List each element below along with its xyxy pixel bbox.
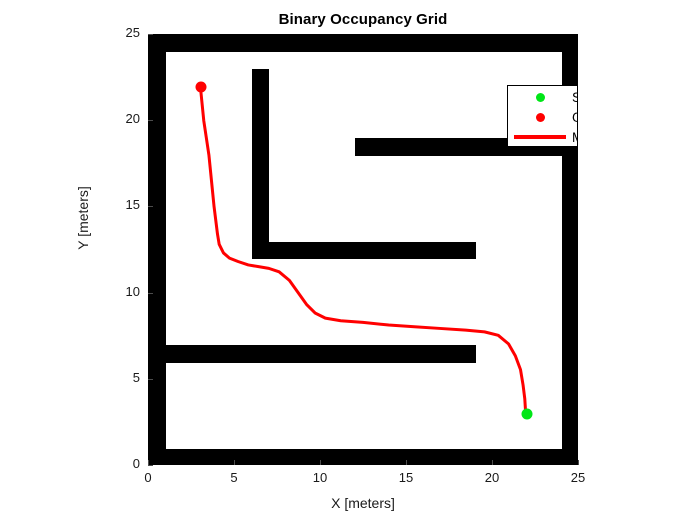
x-axis-label: X [meters]	[331, 495, 395, 511]
y-tick-label-15: 15	[125, 197, 140, 213]
obstacle-border-top	[149, 35, 577, 53]
y-tick-label-10: 10	[125, 283, 140, 299]
mex-generated-path-line	[200, 86, 525, 412]
x-tick-label-5: 5	[230, 470, 238, 485]
y-tick-5	[148, 378, 153, 380]
occupancy-grid-plot-area[interactable]: Start Pose Goal Pose MEX Generated Path	[148, 34, 578, 465]
legend-item-mex-path[interactable]: MEX Generated Path	[508, 127, 577, 147]
start-pose-marker	[521, 408, 533, 420]
obstacle-border-left	[149, 35, 167, 464]
y-tick-15	[148, 206, 153, 208]
y-tick-label-5: 5	[132, 369, 140, 385]
legend-label-start-pose: Start Pose	[572, 90, 577, 105]
y-tick-20	[148, 120, 153, 122]
legend-goal-pose-dot-icon	[508, 112, 572, 122]
x-tick-label-15: 15	[398, 470, 414, 485]
x-tick-25	[578, 460, 579, 465]
x-tick-label-20: 20	[484, 470, 500, 485]
x-tick-10	[320, 460, 321, 465]
path-layer	[149, 35, 577, 464]
x-tick-label-10: 10	[312, 470, 328, 485]
x-tick-label-0: 0	[144, 470, 152, 485]
y-axis-label: Y [meters]	[75, 186, 91, 250]
y-tick-25	[148, 34, 153, 35]
x-tick-15	[406, 460, 407, 465]
legend-box[interactable]: Start Pose Goal Pose MEX Generated Path	[507, 85, 577, 147]
legend-label-goal-pose: Goal Pose	[572, 110, 577, 125]
legend-label-mex-path: MEX Generated Path	[572, 130, 577, 145]
x-tick-label-25: 25	[570, 470, 586, 485]
x-tick-5	[234, 460, 235, 465]
page-title: Binary Occupancy Grid	[278, 11, 448, 28]
obstacle-border-bottom	[149, 448, 577, 464]
y-tick-label-25: 25	[125, 25, 140, 40]
y-tick-label-20: 20	[125, 111, 140, 127]
legend-path-line-icon	[508, 135, 572, 139]
x-tick-0	[148, 460, 149, 465]
goal-pose-marker	[195, 81, 207, 93]
obstacle-vertical-wall-center	[252, 69, 270, 260]
obstacle-horizontal-wall-middle	[252, 241, 476, 260]
y-tick-0	[148, 465, 153, 466]
y-tick-10	[148, 292, 153, 294]
legend-start-pose-dot-icon	[508, 92, 572, 102]
x-tick-20	[492, 460, 493, 465]
obstacle-horizontal-wall-lower	[166, 345, 476, 363]
y-tick-label-0: 0	[132, 456, 140, 471]
legend-item-start-pose[interactable]: Start Pose	[508, 87, 577, 107]
legend-item-goal-pose[interactable]: Goal Pose	[508, 107, 577, 127]
